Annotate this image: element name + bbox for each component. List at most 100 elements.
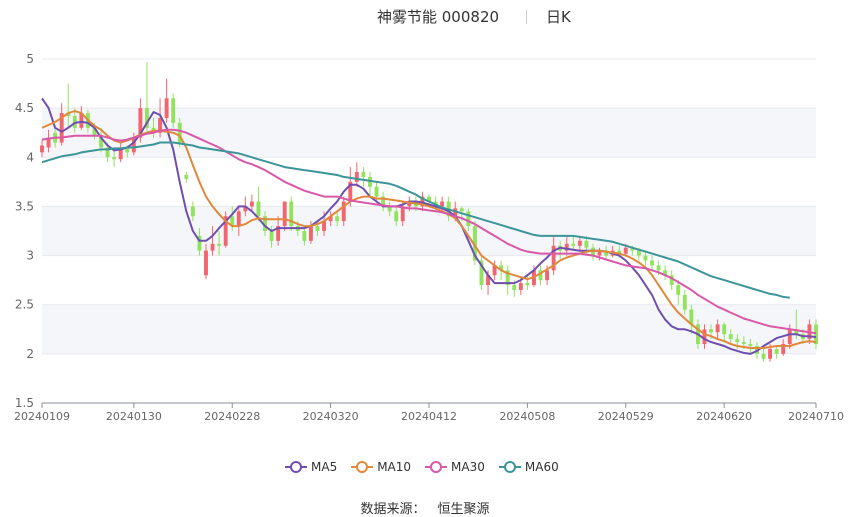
candle-body (177, 122, 182, 143)
candle-body (308, 226, 313, 241)
candle-body (794, 329, 799, 335)
candle-body (144, 108, 149, 128)
candle-body (597, 250, 602, 256)
legend-label-ma5: MA5 (311, 460, 338, 474)
candle-body (92, 127, 97, 136)
candle-body (302, 231, 307, 241)
candle-body (79, 113, 84, 128)
chart-title: 神雾节能 000820 (377, 8, 500, 26)
candle-body (400, 206, 405, 222)
candle-body (407, 201, 412, 207)
x-tick-label: 20240130 (106, 410, 162, 423)
legend-label-ma30: MA30 (451, 460, 485, 474)
candle-body (243, 206, 248, 212)
source-name: 恒生聚源 (437, 502, 490, 517)
x-tick-label: 20240412 (401, 410, 457, 423)
candle-body (781, 344, 786, 354)
candle-body (702, 329, 707, 345)
line-ma60 (41, 141, 790, 299)
candle-body (663, 270, 668, 276)
candle-body (263, 216, 267, 231)
candle-body (656, 265, 661, 271)
data-source: 数据来源： 恒生聚源 (0, 498, 850, 517)
y-tick-label: 1.5 (15, 396, 34, 410)
candle-body (381, 196, 386, 207)
candle-body (440, 201, 445, 207)
candle-body (768, 348, 773, 359)
candle-body (190, 206, 195, 217)
candle-body (479, 260, 484, 286)
line-ma10 (41, 110, 817, 349)
candle-body (354, 172, 359, 182)
candle-body (735, 339, 740, 343)
candle-body (335, 216, 340, 222)
candle-body (630, 247, 635, 251)
candle-body (276, 226, 281, 241)
candle-body (722, 324, 727, 335)
candle-body (289, 201, 294, 227)
candle-body (577, 240, 582, 246)
x-tick-label: 20240228 (204, 410, 260, 423)
x-tick-label: 20240710 (788, 410, 844, 423)
candle-body (387, 206, 392, 212)
candle-body (158, 117, 163, 133)
y-tick-label: 3 (26, 249, 34, 263)
candle-body (728, 334, 733, 340)
candle-body (322, 221, 327, 231)
source-label: 数据来源： (360, 502, 426, 517)
x-tick-label: 20240620 (696, 410, 752, 423)
candle-body (545, 270, 550, 281)
candle-body (715, 324, 720, 333)
candle-body (538, 270, 543, 281)
legend-item-ma30[interactable]: MA30 (425, 458, 485, 476)
y-tick-label: 4 (26, 150, 34, 164)
legend-item-ma10[interactable]: MA10 (351, 458, 411, 476)
candle-body (492, 265, 497, 276)
candle-body (315, 226, 320, 231)
x-tick-label: 20240529 (598, 410, 654, 423)
title-divider (526, 10, 527, 24)
legend-swatch-ma10 (351, 461, 374, 473)
candle-body (112, 157, 117, 160)
legend-item-ma60[interactable]: MA60 (498, 458, 559, 476)
y-tick-label: 4.5 (15, 101, 34, 115)
candle-body (623, 247, 628, 254)
candle-body (617, 250, 622, 254)
candle-body (709, 329, 714, 333)
candle-body (105, 147, 110, 158)
candle-body (269, 231, 274, 241)
candle-body (361, 172, 366, 177)
candle-body (171, 98, 176, 123)
x-tick-label: 20240508 (499, 410, 555, 423)
candle-body (551, 245, 556, 271)
legend-label-ma60: MA60 (524, 460, 559, 474)
candle-body (204, 250, 208, 276)
candle-body (499, 265, 504, 271)
candle-body (761, 353, 766, 359)
plot-band (42, 304, 816, 354)
candle-body (217, 243, 222, 246)
legend-item-ma5[interactable]: MA5 (285, 458, 337, 476)
candle-body (814, 324, 818, 345)
candle-body (486, 275, 490, 286)
candle-body (341, 201, 346, 222)
candle-body (394, 211, 399, 222)
candle-body (210, 243, 215, 251)
chart-period: 日K (546, 8, 571, 26)
candle-body (328, 216, 333, 222)
candle-body (676, 285, 681, 295)
chart-title-bar: 神雾节能 000820 日K (0, 6, 850, 28)
candle-body (525, 283, 530, 286)
candle-body (236, 211, 241, 227)
candle-body (787, 329, 792, 345)
candle-body (518, 283, 523, 290)
candle-body (197, 235, 202, 251)
candle-body (512, 285, 517, 290)
candle-body (459, 208, 464, 212)
y-tick-label: 5 (26, 52, 34, 66)
candle-body (472, 226, 477, 261)
candle-body (689, 309, 694, 325)
x-tick-label: 20240320 (303, 410, 359, 423)
candle-body (466, 211, 471, 227)
